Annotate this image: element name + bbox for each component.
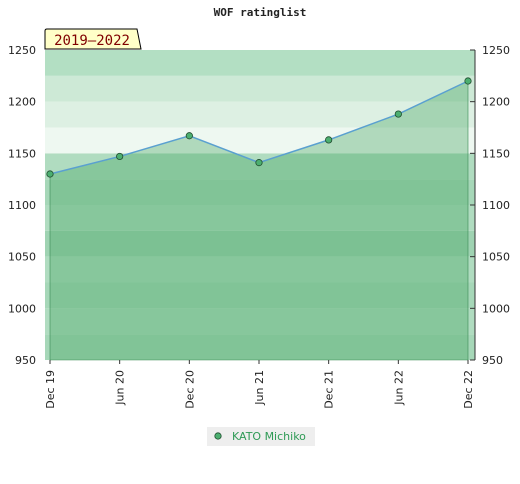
y2-tick-label: 1200 (482, 96, 510, 109)
band (45, 334, 475, 360)
x-tick-label: Dec 20 (183, 370, 196, 409)
band (45, 282, 475, 309)
band (45, 205, 475, 231)
point (255, 159, 263, 167)
point (464, 77, 472, 85)
point (185, 132, 193, 140)
point (325, 136, 333, 144)
y2-tick-label: 1150 (482, 147, 510, 160)
y2-tick-label: 1050 (482, 251, 510, 264)
annotation-box (44, 28, 142, 50)
y-tick-label: 1150 (8, 147, 36, 160)
y-tick-label: 1050 (8, 251, 36, 264)
point (116, 152, 124, 161)
y-tick-label: 1200 (8, 96, 36, 109)
y2-tick-label: 1000 (482, 302, 510, 315)
y-tick-label: 1000 (8, 302, 36, 315)
y2-tick-label: 1100 (482, 199, 510, 212)
band (45, 308, 475, 335)
x-tick-label: Jun 20 (114, 370, 127, 406)
band (45, 101, 475, 128)
legend-box (207, 427, 315, 446)
legend-label: KATO Michiko (232, 430, 306, 443)
y-tick-label: 950 (15, 354, 36, 367)
point (46, 170, 54, 178)
band (45, 50, 475, 76)
band (45, 256, 475, 283)
band (45, 179, 475, 205)
y-tick-label: 1250 (8, 44, 36, 57)
band (45, 230, 475, 257)
annotation: 2019–2022 (54, 33, 130, 49)
y2-tick-label: 1250 (482, 44, 510, 57)
x-tick-label: Dec 22 (462, 370, 475, 409)
x-tick-label: Dec 21 (323, 370, 336, 409)
band (45, 127, 475, 154)
band (45, 75, 475, 102)
y2-tick-label: 950 (482, 354, 503, 367)
x-tick-label: Jun 22 (392, 370, 405, 406)
y-tick-label: 1100 (8, 199, 36, 212)
point (394, 110, 402, 118)
legend-marker (214, 432, 222, 440)
x-tick-label: Jun 21 (253, 370, 266, 406)
x-tick-label: Dec 19 (44, 370, 57, 409)
chart-title: WOF ratinglist (214, 6, 307, 19)
